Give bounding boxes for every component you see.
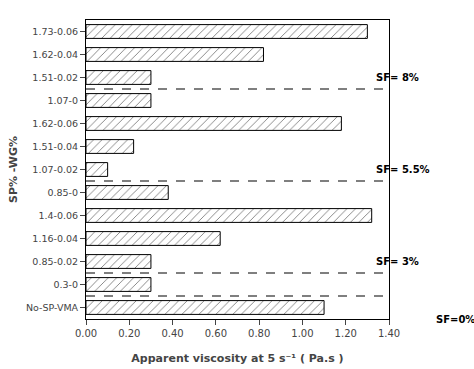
svg-text:0.3-0: 0.3-0 [54,279,79,290]
svg-text:No-SP-VMA: No-SP-VMA [26,302,79,313]
svg-text:SF= 5.5%: SF= 5.5% [376,164,430,175]
svg-text:1.07-0: 1.07-0 [47,95,78,106]
svg-text:1.51-0.02: 1.51-0.02 [32,72,78,83]
svg-text:0.80: 0.80 [248,328,270,339]
svg-text:0.85-0: 0.85-0 [47,187,78,198]
svg-text:1.00: 1.00 [291,328,313,339]
svg-text:SF= 3%: SF= 3% [376,256,419,267]
svg-text:Apparent viscosity at 5 s⁻¹ (: Apparent viscosity at 5 s⁻¹ ( Pa.s ) [131,352,343,365]
svg-text:1.73-0.06: 1.73-0.06 [32,26,78,37]
svg-text:1.40: 1.40 [378,328,400,339]
svg-text:0.00: 0.00 [75,328,97,339]
svg-text:1.51-0.04: 1.51-0.04 [32,141,78,152]
svg-text:1.20: 1.20 [335,328,357,339]
svg-text:SF=0%: SF=0% [436,314,474,325]
svg-text:1.16-0.04: 1.16-0.04 [32,233,78,244]
svg-text:0.20: 0.20 [118,328,140,339]
svg-text:0.40: 0.40 [161,328,183,339]
svg-text:SP% -WG%: SP% -WG% [7,136,20,203]
svg-text:SF= 8%: SF= 8% [376,72,419,83]
svg-text:1.62-0.04: 1.62-0.04 [32,49,78,60]
svg-text:1.07-0.02: 1.07-0.02 [32,164,78,175]
svg-text:1.4-0.06: 1.4-0.06 [38,210,78,221]
svg-text:0.60: 0.60 [205,328,227,339]
svg-text:0.85-0.02: 0.85-0.02 [32,256,78,267]
svg-text:1.62-0.06: 1.62-0.06 [32,118,78,129]
